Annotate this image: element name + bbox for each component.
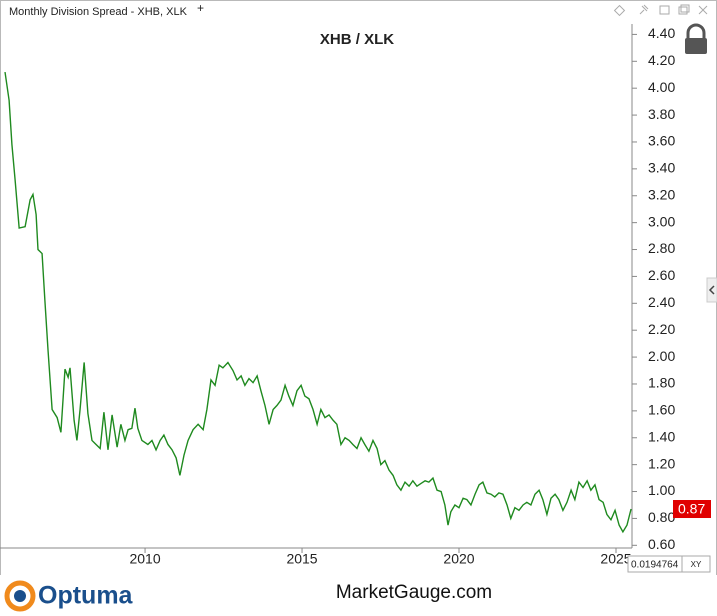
- window-controls[interactable]: [613, 4, 708, 17]
- y-tick-label: 1.40: [648, 428, 675, 444]
- y-tick-label: 2.40: [648, 294, 675, 310]
- readout-mode-box: [681, 555, 711, 573]
- footer-bar: [0, 575, 717, 616]
- x-tick-label: 2010: [129, 551, 160, 567]
- y-tick-label: 4.40: [648, 25, 675, 41]
- window-title: Monthly Division Spread - XHB, XLK: [9, 6, 188, 18]
- y-tick-label: 2.20: [648, 321, 675, 337]
- y-tick-label: 1.00: [648, 482, 675, 498]
- last-value-box: [673, 500, 711, 519]
- y-tick-label: 0.80: [648, 509, 675, 525]
- last-value-label: 0.87: [678, 501, 705, 517]
- axis-readout: 0.0194764: [631, 560, 679, 571]
- y-tick-label: 3.00: [648, 213, 675, 229]
- x-tick-label: 2020: [443, 551, 474, 567]
- brand-name: Optuma: [38, 582, 134, 610]
- x-tick-label: 2025: [600, 551, 631, 567]
- y-tick-label: 3.60: [648, 133, 675, 149]
- x-tick-label: 2015: [286, 551, 317, 567]
- y-tick-label: 2.00: [648, 348, 675, 364]
- y-tick-label: 0.60: [648, 536, 675, 552]
- y-tick-label: 1.20: [648, 455, 675, 471]
- add-icon[interactable]: +: [197, 1, 204, 15]
- y-tick-label: 4.00: [648, 79, 675, 95]
- brand-logo: [4, 580, 36, 612]
- footer-site: MarketGauge.com: [336, 582, 492, 603]
- readout-mode: XY: [691, 560, 702, 569]
- y-tick-label: 2.60: [648, 267, 675, 283]
- side-panel-tab[interactable]: [706, 277, 717, 303]
- y-tick-label: 1.80: [648, 375, 675, 391]
- y-tick-label: 1.60: [648, 402, 675, 418]
- series-line: [4, 71, 632, 534]
- y-tick-label: 2.80: [648, 240, 675, 256]
- y-tick-label: 4.20: [648, 52, 675, 68]
- y-tick-label: 3.20: [648, 186, 675, 202]
- y-tick-label: 3.80: [648, 106, 675, 122]
- chart-title: XHB / XLK: [320, 31, 394, 48]
- y-tick-label: 3.40: [648, 160, 675, 176]
- lock-button[interactable]: [681, 23, 711, 55]
